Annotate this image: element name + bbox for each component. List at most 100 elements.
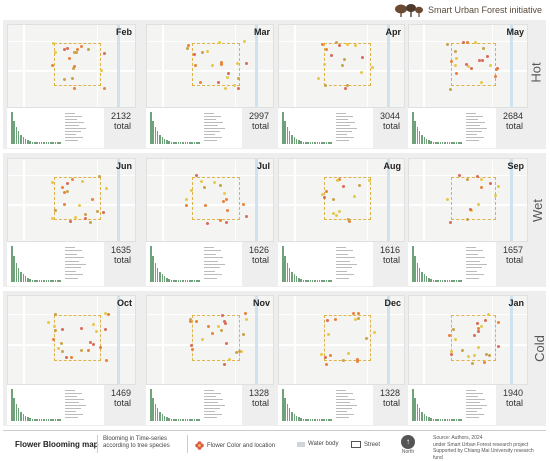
flower-location: [211, 331, 215, 335]
flower-location: [497, 185, 501, 189]
species-bar: [15, 262, 18, 282]
species-bar: [22, 137, 25, 144]
street: [147, 344, 273, 347]
species-entry: [204, 125, 218, 126]
species-entry: [204, 122, 223, 123]
species-entry: [336, 417, 349, 418]
species-bar: [444, 419, 446, 421]
species-bar: [52, 280, 54, 282]
species-bar: [186, 280, 189, 282]
map-subtitle: Blooming in Time-series according to tre…: [103, 436, 183, 450]
species-bar: [189, 419, 191, 421]
flower-location: [330, 54, 334, 58]
flower-location: [73, 64, 77, 68]
species-bar: [186, 419, 189, 421]
species-bar: [302, 419, 305, 421]
species-bar: [154, 403, 157, 421]
flower-location: [353, 194, 357, 198]
total-count: 2132: [110, 111, 131, 121]
flower-location: [211, 64, 215, 68]
species-bar: [309, 419, 312, 421]
species-bar: [305, 280, 307, 282]
species-entry: [65, 250, 82, 252]
species-bar: [54, 419, 57, 421]
species-bar: [38, 419, 41, 421]
street: [23, 296, 26, 384]
species-bar: [455, 419, 458, 421]
species-bar: [34, 419, 36, 421]
flower-location: [235, 61, 239, 65]
species-entry: [204, 134, 215, 135]
flower-location: [80, 349, 84, 353]
species-entry: [466, 122, 485, 123]
flower-location: [353, 318, 357, 322]
flower-location: [244, 215, 248, 219]
species-entry: [466, 274, 484, 276]
species-entry: [65, 396, 77, 397]
species-bar: [325, 280, 328, 282]
species-bar: [161, 414, 164, 421]
flower-location: [217, 80, 221, 84]
flower-location: [446, 198, 450, 202]
species-bar: [435, 142, 437, 144]
species-bar: [152, 255, 154, 282]
species-bar: [323, 142, 325, 144]
species-entry: [204, 116, 221, 117]
species-entry: [466, 134, 477, 135]
species-bar: [17, 131, 20, 144]
species-entry: [336, 414, 354, 415]
species-bar: [300, 279, 302, 282]
species-bar: [307, 280, 309, 282]
river: [510, 159, 514, 241]
flower-location: [186, 47, 190, 51]
species-bar-chart: [408, 242, 496, 286]
species-bar: [27, 277, 29, 282]
species-bar-chart: [146, 385, 242, 425]
species-entry: [65, 408, 81, 409]
species-bar: [423, 274, 426, 282]
species-entry: [466, 247, 476, 248]
species-bar: [177, 419, 180, 421]
street: [23, 159, 26, 241]
species-bar: [432, 419, 435, 421]
species-bar: [156, 131, 159, 144]
flower-location: [449, 221, 453, 225]
old-city-moat: [451, 315, 496, 362]
species-bar: [293, 137, 296, 144]
species-bar: [193, 280, 196, 282]
flower-location: [325, 363, 329, 367]
species-bar: [59, 419, 61, 421]
species-bar: [428, 277, 430, 282]
flower-location: [467, 64, 471, 68]
flower-location: [235, 351, 239, 355]
species-bar: [173, 280, 175, 282]
species-bar: [154, 126, 157, 144]
species-bar: [414, 120, 416, 144]
street-swatch: [351, 441, 361, 448]
flower-location: [199, 179, 203, 183]
legend-footer: Flower Blooming map Blooming in Time-ser…: [3, 430, 546, 461]
species-bar: [288, 131, 291, 144]
flower-location: [218, 40, 222, 44]
flower-location: [341, 184, 345, 188]
bloom-map: Mar: [146, 24, 274, 108]
species-bar: [20, 134, 22, 144]
species-bar: [460, 142, 462, 144]
species-entry: [65, 393, 82, 394]
species-bar-chart: [7, 242, 104, 286]
species-bar: [446, 280, 449, 282]
species-entry: [336, 264, 357, 265]
flower-location: [334, 41, 338, 45]
species-bar: [191, 280, 193, 282]
species-entry: [204, 250, 221, 252]
old-city-moat: [192, 315, 240, 362]
old-city-moat: [451, 177, 496, 221]
flower-location: [448, 87, 452, 91]
species-entry: [65, 390, 75, 391]
species-bar: [435, 280, 437, 282]
species-bar: [163, 139, 166, 144]
flower-location: [324, 47, 328, 51]
flower-location: [92, 342, 96, 346]
species-bar: [59, 280, 61, 282]
flower-location: [71, 66, 75, 70]
